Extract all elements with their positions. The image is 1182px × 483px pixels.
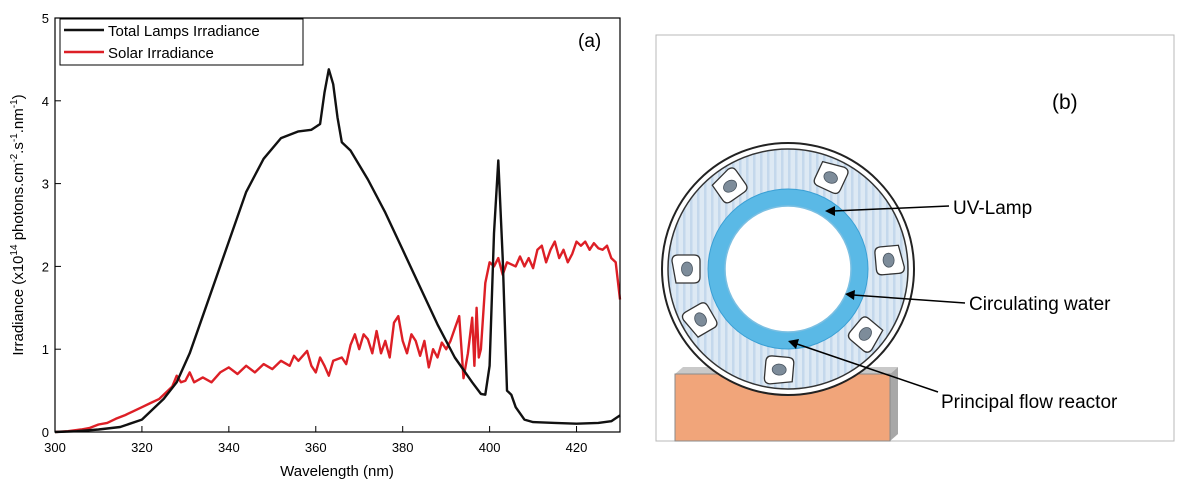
x-axis-label: Wavelength (nm)	[280, 463, 394, 480]
y-tick-label: 0	[42, 425, 49, 440]
y-label-part: .s	[10, 142, 27, 154]
uv-lamp-tube	[874, 244, 905, 276]
uv-lamp-tube	[763, 355, 795, 385]
callout-circulating-water: Circulating water	[845, 290, 1111, 315]
callout-line	[832, 205, 950, 212]
x-tick-label: 420	[566, 440, 588, 455]
reactor-base-side	[890, 367, 898, 441]
arrowhead	[845, 290, 855, 300]
irradiance-chart: 0 1 2 3 4 5 300 320 340 360 380 400 420 Total Lamps…	[9, 11, 622, 480]
arrowhead	[788, 339, 799, 349]
x-tick-label: 360	[305, 440, 327, 455]
lamp-core	[681, 261, 693, 277]
panel-label-b: (b)	[1052, 91, 1078, 114]
y-label-exp: -1	[9, 99, 20, 108]
diagram-frame	[655, 34, 1175, 442]
callout-line	[796, 343, 939, 393]
plot-frame	[54, 17, 621, 433]
y-label-exp: 14	[9, 244, 20, 256]
y-label-part: )	[10, 94, 27, 99]
x-tick-label: 340	[218, 440, 240, 455]
uv-lamp-tube	[847, 316, 884, 353]
x-tick-label: 400	[479, 440, 501, 455]
label-principal-flow-reactor: Principal flow reactor	[941, 392, 1118, 413]
uv-lamp-tube	[813, 160, 849, 195]
y-tick-label: 5	[42, 11, 49, 26]
callout-uv-lamp: UV-Lamp	[825, 198, 1032, 219]
reactor-diagram: (b) UV-Lamp Circulating water Principal …	[655, 34, 1175, 442]
y-tick-label: 2	[42, 259, 49, 274]
x-tick-label: 380	[392, 440, 414, 455]
legend: Total Lamps Irradiance Solar Irradiance	[59, 18, 304, 66]
lamp-core	[771, 363, 787, 376]
x-tick-label: 300	[44, 440, 66, 455]
y-axis-ticks: 0 1 2 3 4 5	[42, 11, 61, 440]
label-circulating-water: Circulating water	[969, 294, 1111, 315]
lamp-core	[694, 312, 707, 327]
y-tick-label: 3	[42, 177, 49, 192]
y-label-exp: -1	[9, 133, 20, 142]
legend-label-solar: Solar Irradiance	[108, 45, 214, 62]
principal-flow-reactor-core	[724, 205, 852, 333]
uv-lamp-tube	[711, 167, 748, 204]
x-axis-ticks: 300 320 340 360 380 400 420	[44, 426, 587, 455]
y-label-part: .nm	[10, 108, 27, 133]
y-tick-label: 4	[42, 94, 49, 109]
y-label-part: Irradiance (x10	[10, 256, 27, 356]
y-tick-label: 1	[42, 342, 49, 357]
callout-principal-flow-reactor: Principal flow reactor	[788, 339, 1118, 413]
y-axis-label: Irradiance (x1014 photons.cm-2.s-1.nm-1)	[9, 94, 27, 355]
legend-label-total-lamps: Total Lamps Irradiance	[108, 23, 260, 40]
series-lines	[54, 68, 622, 434]
series-line-total-lamps	[54, 68, 621, 434]
series-line-solar	[54, 240, 622, 434]
label-uv-lamp: UV-Lamp	[953, 198, 1032, 219]
y-label-part: photons.cm	[10, 163, 27, 245]
legend-box	[59, 18, 304, 66]
lamp-core	[882, 252, 895, 268]
uv-lamp-tube	[681, 302, 718, 338]
x-tick-label: 320	[131, 440, 153, 455]
arrowhead	[825, 206, 835, 216]
callout-line	[852, 294, 966, 304]
lamp-core	[858, 327, 872, 341]
uv-lamps	[671, 160, 905, 385]
uv-lamp-tube	[671, 254, 701, 284]
y-label-exp: -2	[9, 153, 20, 162]
lamp-core	[823, 171, 838, 184]
panel-label-a: (a)	[578, 31, 601, 52]
lamp-core	[723, 179, 738, 193]
